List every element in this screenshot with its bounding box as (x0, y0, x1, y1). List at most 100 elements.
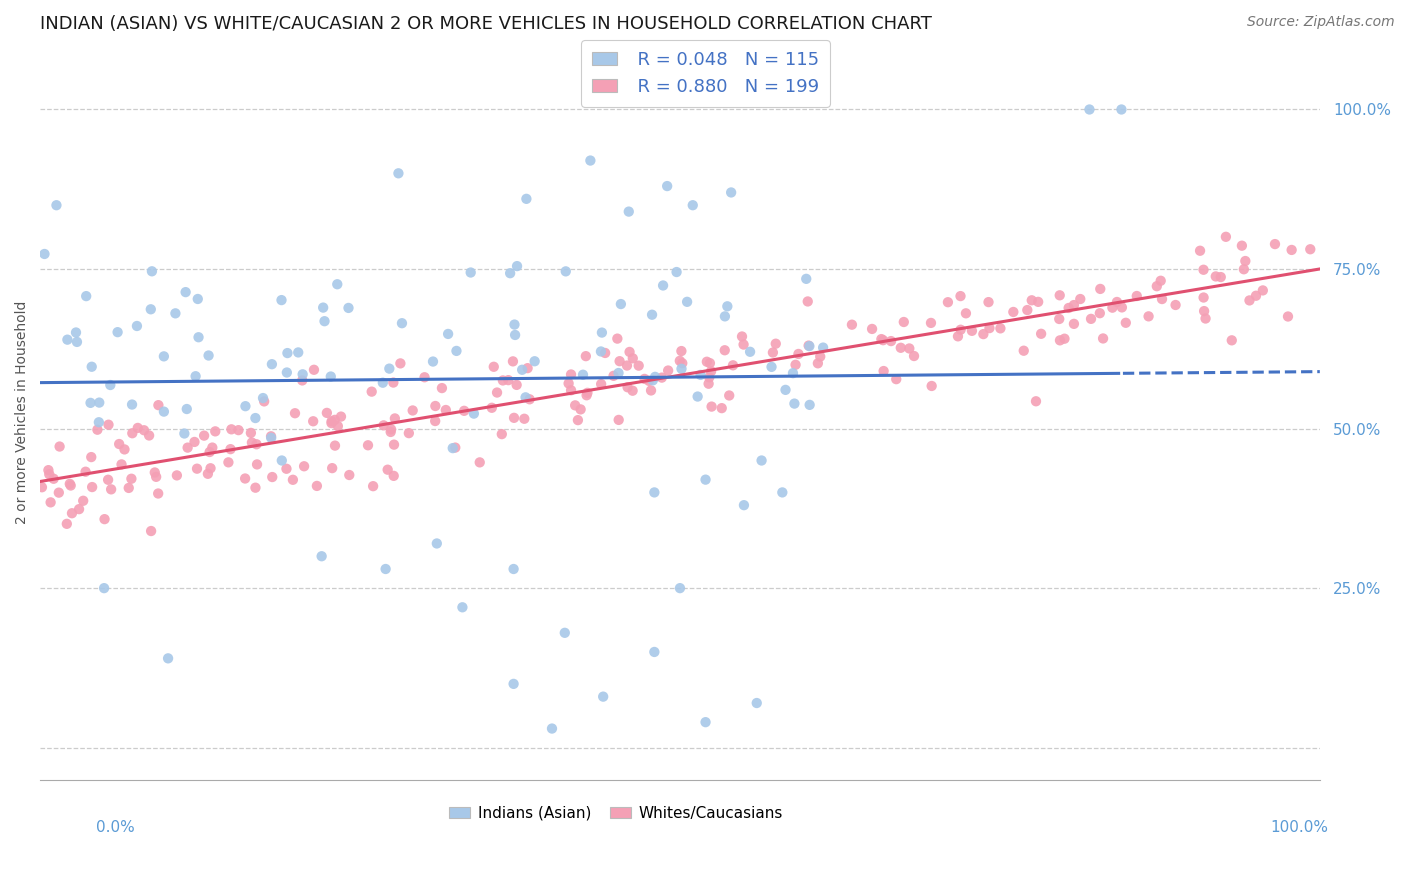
Point (198, 445, 221, 459)
Point (807, 356, 830, 370)
Point (1029, 326, 1052, 341)
Point (276, 346, 298, 360)
Point (884, 372, 907, 386)
Point (775, 383, 797, 397)
Point (1049, 334, 1071, 348)
Point (291, 373, 314, 387)
Point (606, 332, 628, 346)
Point (186, 461, 208, 475)
Point (700, 400, 723, 414)
Point (82, 480, 104, 494)
Point (1021, 293, 1043, 308)
Point (617, 204, 640, 219)
Point (382, 437, 405, 451)
Point (1281, 243, 1303, 257)
Point (716, 299, 738, 313)
Point (676, 294, 699, 309)
Point (337, 301, 360, 315)
Point (75, 465, 97, 479)
Point (610, 297, 633, 311)
Point (72, 493, 94, 508)
Point (391, 316, 413, 330)
Point (669, 581, 692, 595)
Point (1126, 289, 1149, 303)
Point (1111, 301, 1133, 315)
Point (330, 409, 353, 424)
Point (323, 439, 346, 453)
Point (1111, 103, 1133, 117)
Point (107, 325, 129, 339)
Point (1233, 262, 1256, 277)
Point (890, 341, 912, 355)
Point (745, 696, 768, 710)
Point (48, 485, 70, 500)
Point (86, 423, 108, 437)
Point (1251, 284, 1274, 298)
Point (187, 292, 209, 306)
Point (503, 328, 526, 343)
Point (387, 166, 409, 180)
Point (59, 478, 82, 492)
Point (270, 293, 292, 307)
Point (638, 374, 661, 388)
Point (808, 350, 831, 364)
Point (794, 272, 817, 286)
Point (173, 426, 195, 441)
Point (811, 341, 834, 355)
Point (782, 366, 804, 380)
Point (1047, 312, 1070, 326)
Point (564, 398, 586, 412)
Point (751, 453, 773, 467)
Point (382, 376, 405, 390)
Point (187, 330, 209, 344)
Point (276, 462, 298, 476)
Point (671, 361, 693, 376)
Point (100, 483, 122, 497)
Point (643, 485, 665, 500)
Point (1090, 282, 1112, 296)
Point (990, 321, 1012, 335)
Point (1230, 238, 1253, 252)
Point (56, 516, 79, 531)
Point (120, 472, 142, 486)
Point (97, 417, 120, 432)
Point (602, 368, 624, 383)
Point (246, 458, 269, 472)
Point (201, 441, 224, 455)
Point (498, 373, 520, 387)
Point (357, 438, 380, 452)
Point (682, 198, 704, 212)
Point (75, 289, 97, 303)
Point (240, 435, 263, 450)
Point (515, 390, 537, 404)
Point (616, 380, 638, 394)
Point (972, 327, 994, 342)
Point (148, 486, 170, 500)
Point (557, 376, 579, 391)
Point (426, 536, 449, 550)
Point (960, 324, 983, 338)
Point (360, 384, 382, 399)
Point (641, 373, 664, 387)
Point (1150, 274, 1173, 288)
Point (502, 677, 524, 691)
Point (302, 414, 325, 428)
Point (697, 376, 720, 391)
Point (221, 422, 243, 436)
Point (1192, 262, 1215, 277)
Point (321, 414, 343, 428)
Point (491, 427, 513, 442)
Point (311, 549, 333, 564)
Text: 100.0%: 100.0% (1271, 821, 1329, 835)
Point (260, 357, 283, 371)
Point (371, 376, 394, 390)
Point (733, 337, 755, 351)
Point (481, 401, 503, 415)
Point (696, 355, 718, 369)
Point (139, 302, 162, 317)
Point (65, 326, 87, 340)
Point (921, 379, 943, 393)
Point (235, 399, 257, 413)
Point (337, 468, 360, 483)
Point (657, 363, 679, 377)
